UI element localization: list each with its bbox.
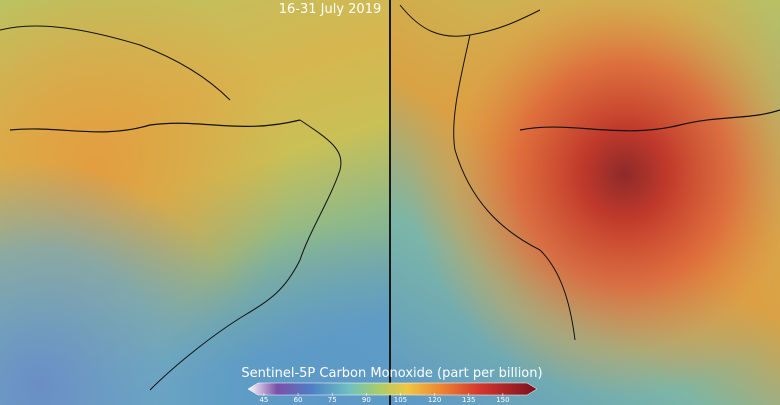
- colorbar-tick-label: 45: [259, 396, 268, 404]
- right-panel: [391, 0, 780, 405]
- colorbar-tick-label: 150: [496, 396, 509, 404]
- colorbar-tick-label: 105: [394, 396, 407, 404]
- colorbar-ramp: [247, 382, 538, 396]
- colorbar: 45 60 75 90 105 120 135 150: [247, 382, 538, 404]
- river: [9, 119, 301, 133]
- coastline: [0, 25, 231, 101]
- left-panel: [0, 0, 389, 405]
- colorbar-tick-label: 75: [328, 396, 337, 404]
- map-right-co: [391, 0, 780, 405]
- map-left-ocean: [0, 0, 389, 405]
- colorbar-tick-label: 135: [462, 396, 475, 404]
- colorbar-tick-label: 60: [294, 396, 303, 404]
- coastline: [453, 34, 576, 341]
- colorbar-tick-label: 120: [428, 396, 441, 404]
- colorbar-tick-label: 90: [362, 396, 371, 404]
- colorbar-label: Sentinel-5P Carbon Monoxide (part per bi…: [241, 366, 542, 381]
- coastline: [149, 119, 342, 391]
- map-title: 16-31 July 2019: [279, 2, 382, 17]
- river: [519, 109, 780, 132]
